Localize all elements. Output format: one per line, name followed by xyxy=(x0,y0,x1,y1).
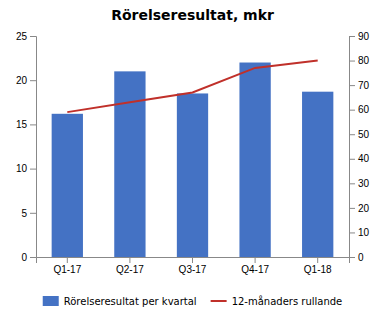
tick: 60 xyxy=(349,104,370,115)
tick-mark xyxy=(317,257,318,263)
tick: 10 xyxy=(349,227,370,238)
legend: Rörelseresultat per kvartal 12-månaders r… xyxy=(43,295,343,307)
tick: 5 xyxy=(21,208,36,219)
axis-line xyxy=(30,37,37,258)
tick: 25 xyxy=(16,31,36,42)
axis-line xyxy=(37,258,350,264)
tick-mark xyxy=(192,257,193,263)
bar xyxy=(302,92,333,257)
tick-mark xyxy=(129,257,130,263)
tick: 80 xyxy=(349,55,370,66)
tick-mark xyxy=(349,110,355,111)
tick-mark xyxy=(67,257,68,263)
tick-mark xyxy=(349,232,355,233)
tick-label: 30 xyxy=(358,178,370,189)
tick-label: Q4-17 xyxy=(241,264,269,275)
tick: 90 xyxy=(349,31,370,42)
tick-label: 80 xyxy=(358,55,370,66)
line xyxy=(67,61,317,113)
tick-label: 60 xyxy=(358,104,370,115)
legend-swatch xyxy=(43,296,59,306)
legend-item: Rörelseresultat per kvartal xyxy=(43,296,197,307)
tick-label: 5 xyxy=(21,208,27,219)
tick: 30 xyxy=(349,178,370,189)
tick-mark xyxy=(30,169,36,170)
tick: 20 xyxy=(349,203,370,214)
tick-mark xyxy=(349,61,355,62)
tick: Q4-17 xyxy=(241,257,269,275)
tick-label: 15 xyxy=(16,119,28,130)
tick: 0 xyxy=(349,252,364,263)
bar xyxy=(177,93,208,257)
axis-line xyxy=(350,37,356,258)
tick-label: 0 xyxy=(21,252,27,263)
tick-label: 20 xyxy=(358,203,370,214)
tick: 50 xyxy=(349,129,370,140)
legend-swatch xyxy=(211,300,227,302)
tick-mark xyxy=(30,257,36,258)
legend-label: 12-månaders rullande xyxy=(232,295,343,307)
tick-mark xyxy=(349,134,355,135)
tick-label: 25 xyxy=(16,31,28,42)
y2-axis: 0 10 20 30 40 50 60 70 80 90 xyxy=(349,31,370,263)
chart: Q1-17 Q2-17 Q3-17 Q4-17 Q1-18 0 5 10 15 20 25 0 10 20… xyxy=(0,0,385,313)
tick-mark xyxy=(349,85,355,86)
legend-label: Rörelseresultat per kvartal xyxy=(64,296,197,307)
tick-mark xyxy=(30,213,36,214)
tick-mark xyxy=(30,124,36,125)
tick-mark xyxy=(349,208,355,209)
y-axis: 0 5 10 15 20 25 xyxy=(16,31,37,263)
tick: 40 xyxy=(349,153,370,164)
plot: Q1-17 Q2-17 Q3-17 Q4-17 Q1-18 0 5 10 15 20 25 0 10 20… xyxy=(16,31,370,275)
tick-label: 40 xyxy=(358,153,370,164)
tick-label: 70 xyxy=(358,80,370,91)
tick: 20 xyxy=(16,75,36,86)
tick-mark xyxy=(349,36,355,37)
tick-label: 10 xyxy=(358,227,370,238)
tick-label: Q2-17 xyxy=(116,264,144,275)
tick: Q3-17 xyxy=(179,257,207,275)
bar xyxy=(239,63,270,257)
tick: Q2-17 xyxy=(116,257,144,275)
tick-label: 10 xyxy=(16,163,28,174)
tick: 0 xyxy=(21,252,36,263)
tick-mark xyxy=(349,183,355,184)
tick-label: 50 xyxy=(358,129,370,140)
tick-label: Q1-17 xyxy=(53,264,81,275)
legend-item: 12-månaders rullande xyxy=(211,295,343,307)
tick-label: 0 xyxy=(358,252,364,263)
tick: Q1-18 xyxy=(304,257,332,275)
tick: 70 xyxy=(349,80,370,91)
tick-label: Q3-17 xyxy=(179,264,207,275)
marks xyxy=(52,61,334,257)
x-axis: Q1-17 Q2-17 Q3-17 Q4-17 Q1-18 xyxy=(37,257,350,275)
tick-mark xyxy=(349,257,355,258)
tick: 15 xyxy=(16,119,36,130)
tick-mark xyxy=(349,159,355,160)
tick-mark xyxy=(30,36,36,37)
tick-label: 20 xyxy=(16,75,28,86)
tick-label: 90 xyxy=(358,31,370,42)
tick: 10 xyxy=(16,163,36,174)
bar xyxy=(52,114,83,257)
title: Rörelseresultat, mkr xyxy=(111,7,274,23)
tick-mark xyxy=(255,257,256,263)
tick-mark xyxy=(30,80,36,81)
tick-label: Q1-18 xyxy=(304,264,332,275)
tick: Q1-17 xyxy=(53,257,81,275)
bar xyxy=(114,71,145,257)
